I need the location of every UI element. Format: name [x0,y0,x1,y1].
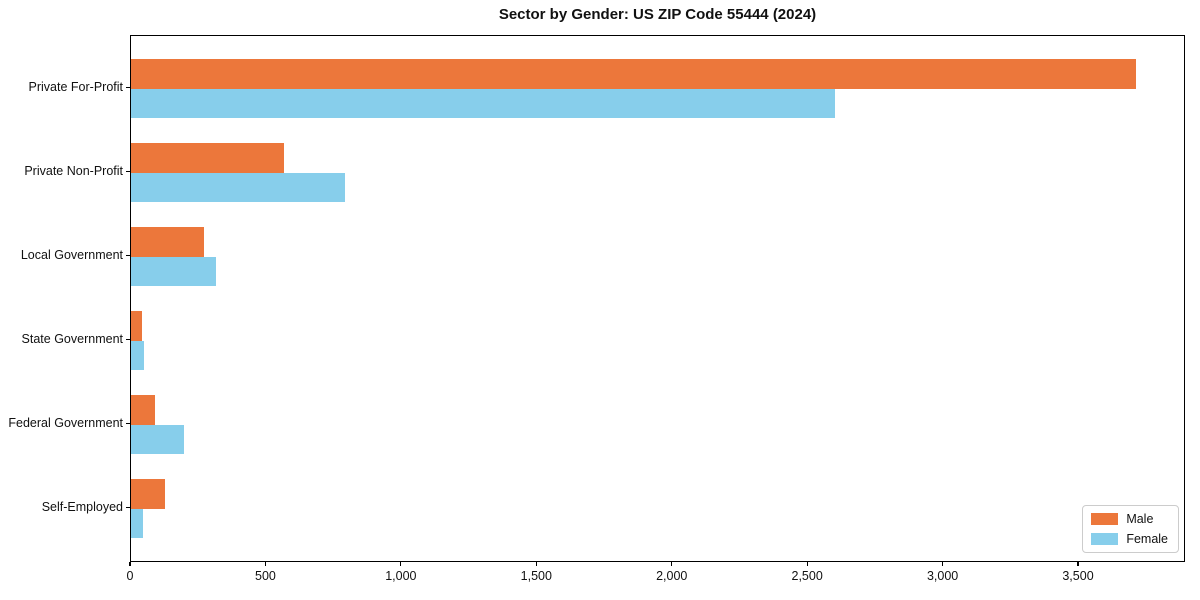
y-tick-mark [126,254,130,257]
x-tick-label: 3,500 [1062,569,1094,583]
x-tick-mark [941,562,944,566]
y-tick-label: State Government [21,331,123,346]
x-tick-label: 2,000 [656,569,688,583]
bar-male-local-government [131,227,205,257]
y-tick-mark [126,170,130,173]
y-tick-mark [126,506,130,509]
y-tick-label: Private For-Profit [28,79,123,94]
x-tick-mark [806,562,808,566]
legend-item-male: Male [1091,512,1168,526]
legend-swatch-female [1091,533,1119,545]
bar-male-private-non-profit [131,143,285,173]
bar-female-private-non-profit [131,172,345,202]
y-tick-mark [126,422,130,425]
x-tick-label: 500 [254,569,276,583]
x-tick-mark [1077,562,1079,566]
bar-female-self-employed [131,508,143,538]
x-tick-mark [264,562,267,566]
x-tick-mark [535,562,537,566]
y-tick-label: Self-Employed [41,499,123,514]
y-tick-label: Federal Government [8,415,123,430]
bar-female-federal-government [131,424,185,454]
x-tick-label: 1,500 [520,569,552,583]
legend-swatch-male [1091,513,1119,525]
x-tick-label: 0 [126,569,134,583]
x-tick-label: 2,500 [791,569,823,583]
bar-female-state-government [131,340,144,370]
y-tick-label: Local Government [20,247,123,262]
bar-male-state-government [131,311,143,341]
x-tick-label: 1,000 [385,569,417,583]
legend-label-male: Male [1126,512,1154,526]
chart-title: Sector by Gender: US ZIP Code 55444 (202… [498,6,817,23]
x-tick-mark [129,562,131,566]
legend-item-female: Female [1091,532,1168,546]
bar-male-self-employed [131,479,166,509]
bar-male-private-for-profit [131,59,1136,89]
y-tick-mark [126,86,130,89]
x-tick-label: 3,000 [926,569,959,583]
bar-female-private-for-profit [131,88,836,118]
legend: Male Female [1082,505,1179,553]
y-tick-label: Private Non-Profit [24,163,123,178]
bar-male-federal-government [131,395,156,425]
x-tick-mark [400,562,402,566]
x-tick-mark [671,562,673,566]
plot-area: Male Female [130,35,1185,562]
legend-label-female: Female [1126,532,1168,546]
bar-female-local-government [131,256,217,286]
y-tick-mark [126,338,130,341]
